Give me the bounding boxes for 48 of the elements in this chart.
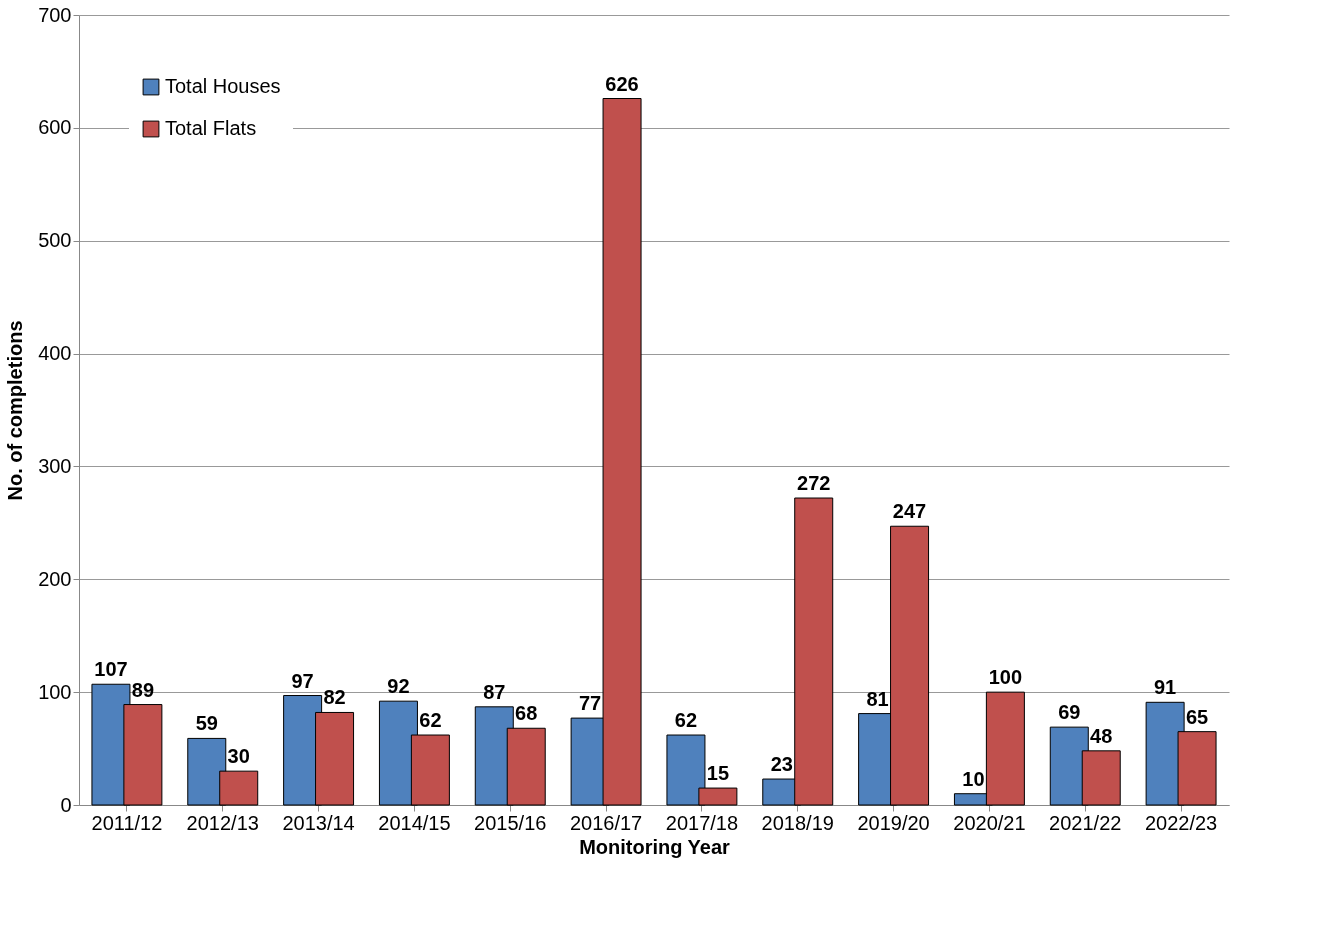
x-tick-label: 2015/16	[474, 811, 547, 834]
data-label: 87	[483, 680, 506, 703]
data-label: 247	[892, 500, 927, 523]
data-label: 30	[227, 745, 250, 768]
data-label: 69	[1058, 701, 1081, 724]
data-label: 65	[1185, 705, 1209, 728]
data-label: 107	[94, 658, 128, 681]
data-label: 91	[1153, 676, 1177, 699]
y-tick-label: 300	[38, 454, 72, 477]
y-tick-label: 100	[38, 680, 72, 703]
x-tick-label: 2022/23	[1144, 811, 1218, 834]
x-tick-label: 2011/12	[91, 811, 163, 834]
data-label: 81	[866, 687, 889, 710]
legend-label: Total Flats	[165, 117, 257, 139]
data-label: 97	[291, 669, 314, 692]
y-tick-label: 200	[38, 567, 72, 590]
x-tick-label: 2016/17	[569, 811, 643, 834]
y-tick-label: 0	[60, 793, 72, 816]
data-label: 62	[419, 709, 442, 732]
y-tick-label: 700	[38, 3, 72, 26]
legend-label: Total Houses	[165, 75, 281, 97]
y-tick-label: 600	[38, 116, 72, 139]
y-axis-title: No. of completions	[4, 320, 27, 501]
data-label: 68	[515, 702, 538, 725]
data-label: 10	[962, 767, 985, 790]
x-tick-label: 2012/13	[186, 811, 259, 834]
data-label: 100	[988, 666, 1023, 689]
x-tick-label: 2014/15	[378, 811, 451, 834]
data-label: 77	[578, 692, 602, 715]
data-label: 626	[605, 72, 639, 95]
x-tick-label: 2013/14	[282, 811, 355, 834]
data-label: 82	[323, 686, 346, 709]
data-label: 48	[1090, 724, 1113, 747]
y-tick-label: 400	[38, 342, 72, 365]
x-tick-label: 2018/19	[761, 811, 834, 834]
data-label: 89	[131, 678, 155, 701]
data-label: 62	[674, 709, 698, 732]
data-label: 59	[195, 712, 218, 735]
data-label: 23	[770, 753, 793, 776]
x-tick-label: 2019/20	[857, 811, 930, 834]
data-label: 272	[797, 472, 831, 495]
y-tick-label: 500	[38, 229, 72, 252]
x-tick-label: 2020/21	[953, 811, 1026, 834]
x-axis-title: Monitoring Year	[579, 835, 731, 858]
x-tick-label: 2021/22	[1049, 811, 1122, 834]
x-tick-label: 2017/18	[665, 811, 739, 834]
data-label: 92	[387, 675, 410, 698]
data-label: 15	[706, 762, 730, 785]
